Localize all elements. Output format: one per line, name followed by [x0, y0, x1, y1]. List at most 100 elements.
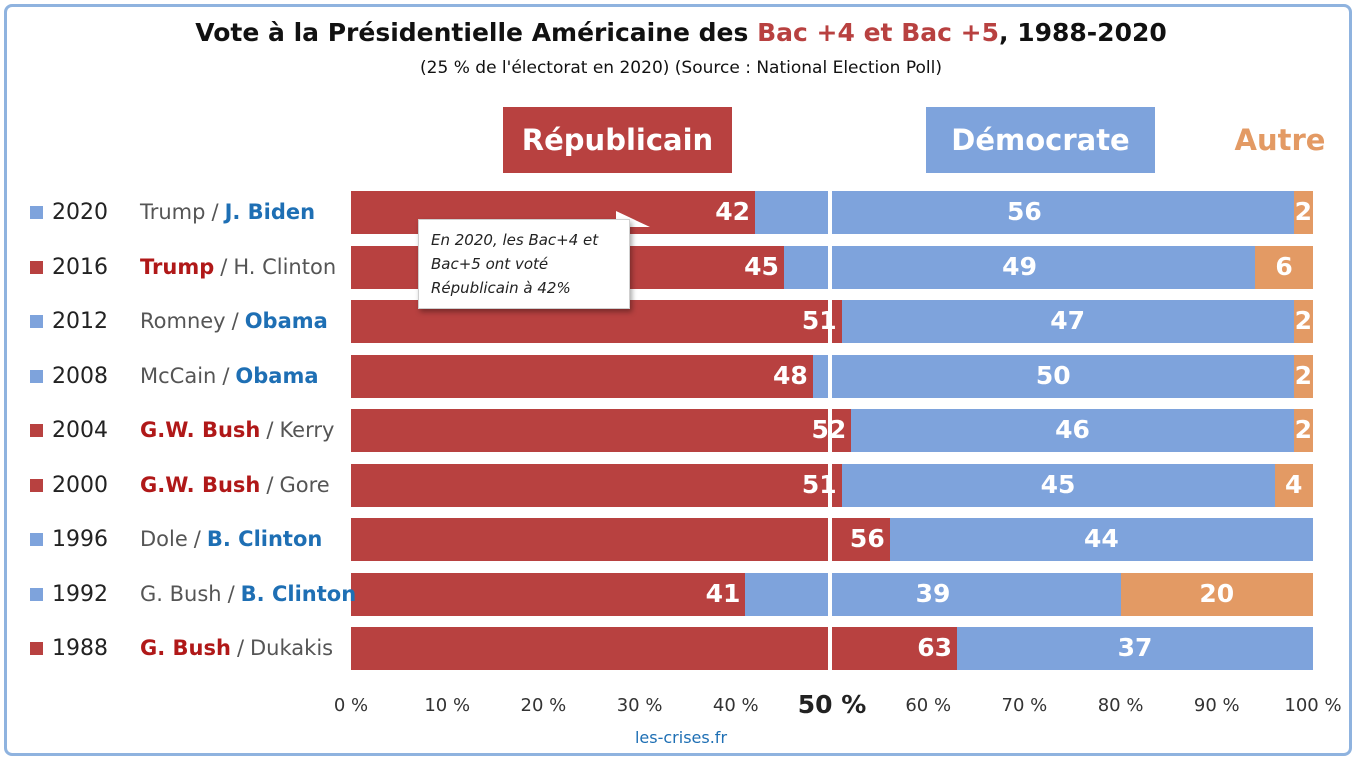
candidate-separator: / [227, 582, 235, 606]
dem-candidate-2016: H. Clinton [233, 255, 337, 279]
value-label-dem-1992: 39 [915, 579, 951, 608]
header-democrate: Démocrate [926, 107, 1155, 173]
row-label-2000: 2000 G.W. Bush / Gore [30, 470, 330, 500]
candidate-separator: / [266, 473, 274, 497]
year-label-2004: 2004 [52, 417, 108, 443]
x-tick-30: 30 % [616, 695, 663, 716]
rep-candidate-1992: G. Bush [140, 582, 222, 606]
bar-oth-2004 [1293, 409, 1313, 452]
winner-square-2008 [30, 369, 43, 383]
x-tick-90: 90 % [1193, 695, 1240, 716]
bar-dem-2016 [783, 246, 1256, 289]
bar-rep-1996 [351, 518, 890, 561]
row-label-2008: 2008 McCain / Obama [30, 361, 319, 391]
chart-frame [4, 4, 1352, 756]
value-label-oth-1992: 20 [1199, 579, 1235, 608]
value-label-dem-2008: 50 [1035, 361, 1071, 390]
bar-dem-1996 [889, 518, 1313, 561]
dem-candidate-1988: Dukakis [250, 636, 334, 660]
bar-dem-2020 [755, 191, 1294, 234]
year-label-2016: 2016 [52, 254, 108, 280]
row-label-1996: 1996 Dole / B. Clinton [30, 524, 322, 554]
row-label-2012: 2012 Romney / Obama [30, 306, 328, 336]
rep-candidate-2020: Trump [140, 200, 206, 224]
dem-candidate-1996: B. Clinton [206, 527, 323, 551]
x-tick-0: 0 % [333, 695, 369, 716]
x-tick-50: 50 % [797, 690, 867, 719]
value-label-rep-2016: 45 [744, 252, 779, 281]
candidate-separator: / [236, 636, 245, 660]
value-label-rep-1992: 41 [705, 579, 741, 608]
candidate-separator: / [231, 309, 239, 333]
winner-square-2016 [30, 260, 43, 274]
x-tick-40: 40 % [712, 695, 759, 716]
value-label-rep-2000: 51 [801, 470, 837, 499]
value-label-dem-2000: 45 [1040, 470, 1076, 499]
candidate-separator: / [222, 364, 230, 388]
row-label-2020: 2020 Trump / J. Biden [30, 197, 315, 227]
x-tick-80: 80 % [1097, 695, 1144, 716]
year-label-2000: 2000 [52, 472, 108, 498]
rep-candidate-1996: Dole [140, 527, 188, 551]
bar-oth-2020 [1293, 191, 1313, 234]
bar-oth-2016 [1255, 246, 1313, 289]
rep-candidate-2004: G.W. Bush [140, 418, 261, 442]
value-label-dem-2004: 46 [1055, 415, 1090, 444]
dem-candidate-2012: Obama [244, 309, 328, 333]
bar-rep-1992 [351, 573, 746, 616]
fifty-percent-line [828, 183, 832, 679]
x-tick-60: 60 % [905, 695, 952, 716]
x-tick-20: 20 % [520, 695, 567, 716]
x-tick-70: 70 % [1001, 695, 1048, 716]
row-label-2004: 2004 G.W. Bush / Kerry [30, 415, 334, 445]
year-label-2008: 2008 [52, 363, 108, 389]
bar-dem-2000 [841, 464, 1275, 507]
rep-candidate-2008: McCain [140, 364, 217, 388]
value-label-dem-1996: 44 [1083, 524, 1119, 553]
value-label-dem-2020: 56 [1006, 197, 1042, 226]
bar-rep-2000 [351, 464, 842, 507]
row-label-1992: 1992 G. Bush / B. Clinton [30, 579, 356, 609]
candidate-separator: / [211, 200, 219, 224]
candidate-separator: / [220, 255, 228, 279]
x-tick-10: 10 % [424, 695, 471, 716]
dem-candidate-1992: B. Clinton [240, 582, 357, 606]
value-label-oth-2008: 2 [1294, 361, 1313, 390]
dem-candidate-2004: Kerry [279, 418, 335, 442]
value-label-oth-2020: 2 [1294, 197, 1313, 226]
winner-square-2000 [30, 478, 43, 492]
bar-dem-2008 [812, 355, 1294, 398]
chart-subtitle: (25 % de l'électorat en 2020) (Source : … [420, 58, 942, 78]
bar-rep-2008 [351, 355, 813, 398]
bar-oth-1992 [1120, 573, 1313, 616]
value-label-oth-2016: 6 [1275, 252, 1293, 281]
year-label-1988: 1988 [52, 635, 108, 661]
value-label-rep-1988: 63 [917, 633, 953, 662]
header-autre: Autre [1234, 123, 1326, 157]
rep-candidate-2000: G.W. Bush [140, 473, 261, 497]
winner-square-1996 [30, 532, 43, 546]
value-label-dem-1988: 37 [1117, 633, 1153, 662]
bar-dem-2012 [841, 300, 1294, 343]
bar-oth-2012 [1293, 300, 1313, 343]
dem-candidate-2008: Obama [235, 364, 319, 388]
row-label-1988: 1988 G. Bush / Dukakis [30, 633, 333, 663]
year-label-2012: 2012 [52, 308, 108, 334]
bar-oth-2008 [1293, 355, 1313, 398]
chart-title: Vote à la Présidentielle Américaine des … [195, 18, 1167, 47]
rep-candidate-2012: Romney [140, 309, 226, 333]
value-label-dem-2012: 47 [1050, 306, 1086, 335]
winner-square-2020 [30, 205, 43, 219]
dem-candidate-2020: J. Biden [224, 200, 316, 224]
bar-dem-1992 [745, 573, 1121, 616]
candidate-separator: / [193, 527, 201, 551]
callout-note: En 2020, les Bac+4 et Bac+5 ont voté Rép… [418, 219, 630, 309]
year-label-1992: 1992 [52, 581, 108, 607]
bar-rep-1988 [351, 627, 958, 670]
bar-rep-2004 [351, 409, 852, 452]
value-label-rep-2008: 48 [772, 361, 808, 390]
value-label-dem-2016: 49 [1002, 252, 1037, 281]
bar-dem-1988 [957, 627, 1313, 670]
winner-square-1992 [30, 587, 43, 601]
value-label-rep-2012: 51 [801, 306, 837, 335]
